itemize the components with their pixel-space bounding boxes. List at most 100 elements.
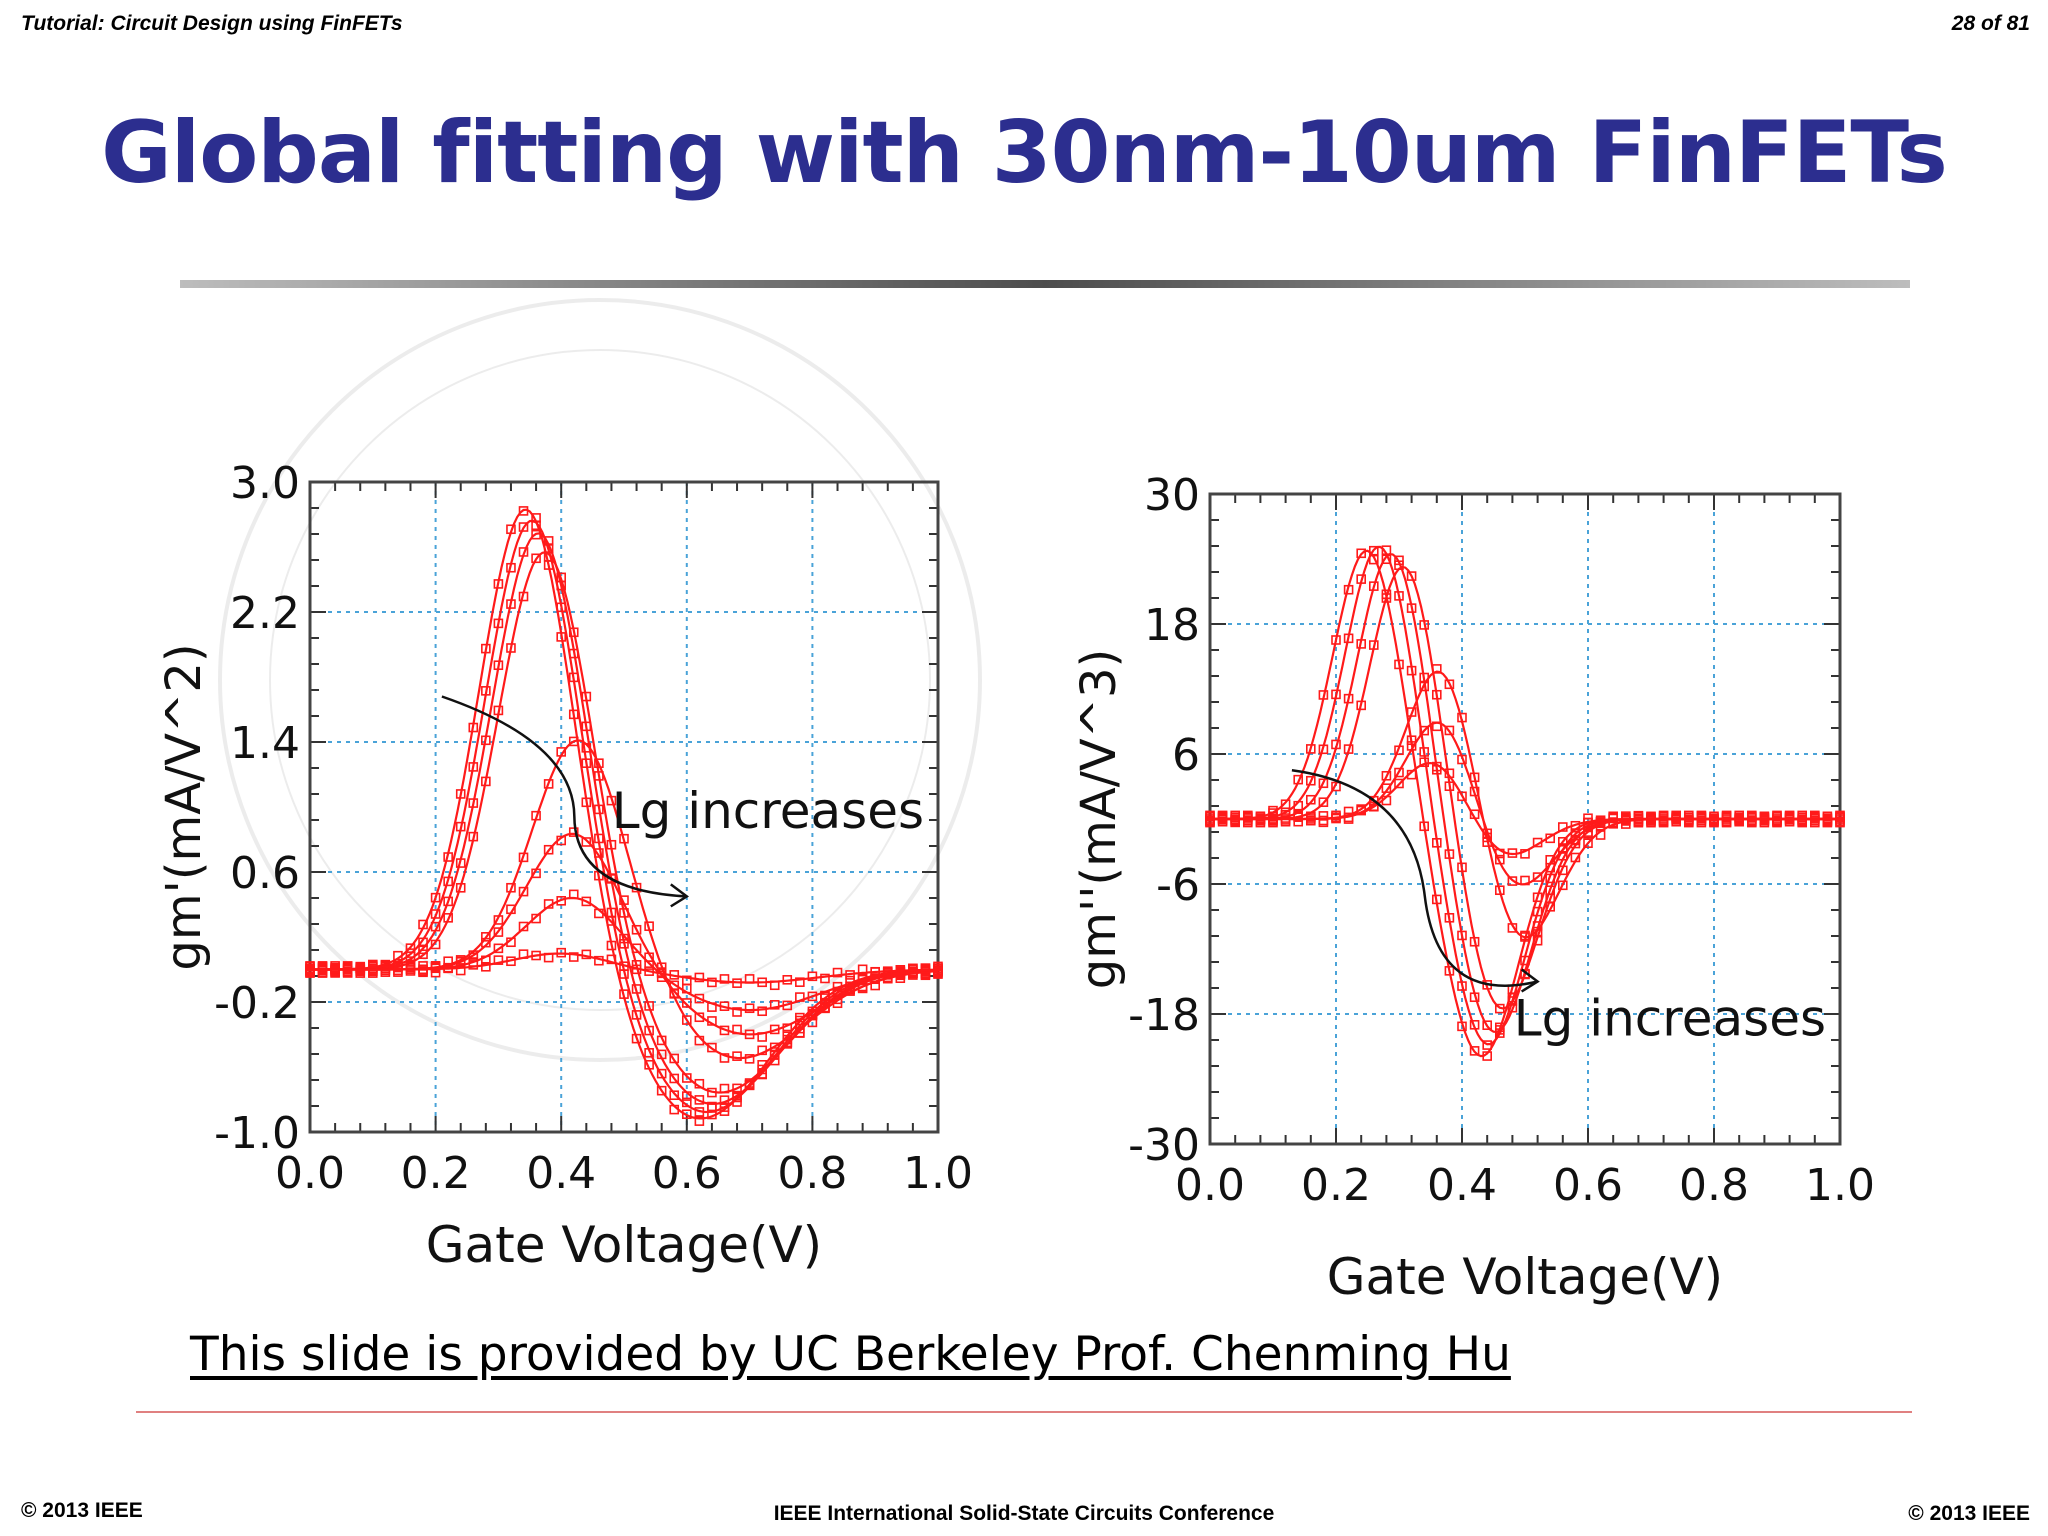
data-point [920, 963, 931, 974]
data-point [1394, 555, 1404, 566]
data-point [1545, 901, 1556, 912]
data-point [631, 984, 642, 994]
data-point [1507, 923, 1518, 933]
series-group [1205, 545, 1845, 1061]
data-point [568, 952, 579, 962]
data-point [681, 998, 692, 1008]
data-point [1381, 554, 1392, 565]
data-point [1406, 665, 1417, 676]
data-point [1230, 815, 1240, 825]
data-point [1457, 712, 1467, 723]
y-tick-label: 18 [1144, 600, 1200, 651]
y-tick-label: 6 [1172, 730, 1200, 781]
data-point [1306, 812, 1316, 822]
data-point [430, 921, 441, 932]
data-point [744, 1029, 755, 1040]
data-point [1469, 772, 1480, 783]
data-point [757, 1032, 767, 1042]
data-point [1217, 811, 1228, 822]
data-point [845, 970, 855, 980]
data-point [1570, 852, 1581, 863]
data-point [1759, 812, 1770, 823]
data-point [1545, 833, 1556, 844]
data-point [1431, 761, 1442, 772]
data-point [681, 975, 692, 986]
data-point [1494, 848, 1505, 859]
data-point [732, 1092, 742, 1103]
data-point [1671, 811, 1682, 822]
x-tick-label: 0.0 [275, 1148, 345, 1199]
data-point [418, 949, 428, 960]
data-point [543, 779, 554, 789]
footer-conference: IEEE International Solid-State Circuits … [773, 1502, 1275, 1525]
data-point [1406, 769, 1417, 780]
data-point [1557, 822, 1568, 832]
data-point [769, 980, 780, 991]
data-point [857, 964, 868, 975]
data-point [531, 553, 541, 564]
data-point [820, 997, 830, 1008]
data-point [1343, 633, 1354, 644]
y-tick-label: -18 [1128, 990, 1200, 1041]
data-point [443, 876, 453, 887]
data-point [1532, 906, 1543, 917]
data-point [468, 722, 479, 733]
data-point [644, 966, 654, 976]
data-point [757, 977, 767, 988]
data-point [1469, 936, 1480, 947]
y-tick-label: 2.2 [230, 588, 300, 639]
data-point [481, 686, 491, 696]
data-point [1318, 690, 1329, 700]
data-point [619, 895, 629, 905]
data-point [531, 868, 541, 879]
data-point [1721, 811, 1732, 822]
data-point [619, 961, 629, 972]
data-point [820, 990, 830, 1001]
data-point [493, 579, 504, 589]
data-point [594, 955, 604, 966]
data-point [1406, 707, 1417, 717]
data-point [1394, 767, 1404, 778]
data-point [430, 909, 441, 919]
data-point [619, 933, 629, 944]
data-point [493, 927, 504, 937]
data-point [543, 536, 554, 546]
data-point [481, 961, 491, 972]
data-point [455, 965, 466, 976]
data-point [1507, 848, 1518, 858]
data-point [1457, 862, 1467, 873]
data-point [1406, 741, 1417, 751]
data-point [1419, 620, 1430, 630]
data-point [581, 691, 592, 702]
data-point [1419, 681, 1430, 692]
data-point [895, 965, 906, 975]
data-point [506, 956, 516, 967]
data-point [1520, 930, 1530, 941]
data-point [1469, 1020, 1480, 1030]
y-tick-label: -6 [1156, 860, 1200, 911]
data-point [1570, 835, 1581, 846]
data-point [669, 1104, 680, 1115]
data-point [1368, 640, 1379, 650]
data-point [820, 973, 830, 984]
data-point [1532, 935, 1543, 946]
data-point [1255, 814, 1266, 824]
data-point [1268, 811, 1278, 822]
data-point [1457, 754, 1467, 765]
data-point [1381, 593, 1392, 603]
data-point [832, 967, 843, 978]
data-point [506, 904, 516, 915]
data-point [1268, 817, 1278, 828]
data-point [1494, 1028, 1505, 1038]
data-point [1583, 822, 1593, 833]
data-point [1633, 816, 1644, 827]
data-point [506, 562, 516, 573]
data-point [707, 1087, 717, 1098]
data-point [732, 978, 742, 988]
data-point [870, 967, 881, 977]
data-point [782, 1023, 793, 1034]
data-point [694, 1078, 705, 1089]
data-point [330, 963, 340, 974]
data-point [594, 804, 604, 815]
data-point [581, 758, 592, 768]
